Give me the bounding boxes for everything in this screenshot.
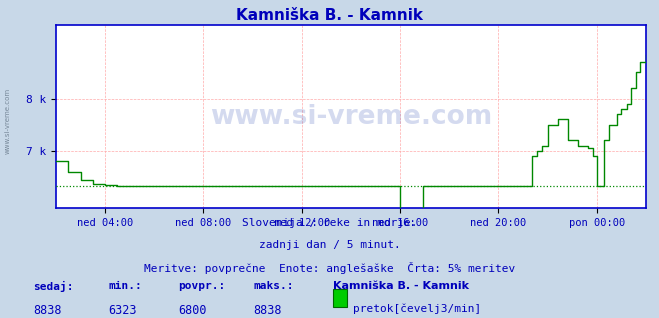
Text: zadnji dan / 5 minut.: zadnji dan / 5 minut. — [258, 240, 401, 250]
Text: sedaj:: sedaj: — [33, 281, 73, 293]
Text: maks.:: maks.: — [254, 281, 294, 291]
Text: www.si-vreme.com: www.si-vreme.com — [5, 88, 11, 154]
Text: 6323: 6323 — [109, 304, 137, 317]
Text: Kamniška B. - Kamnik: Kamniška B. - Kamnik — [333, 281, 469, 291]
Text: 8838: 8838 — [33, 304, 61, 317]
Text: 6800: 6800 — [178, 304, 206, 317]
Text: povpr.:: povpr.: — [178, 281, 225, 291]
Text: Kamniška B. - Kamnik: Kamniška B. - Kamnik — [236, 8, 423, 23]
Text: www.si-vreme.com: www.si-vreme.com — [210, 104, 492, 130]
Text: Meritve: povprečne  Enote: anglešaške  Črta: 5% meritev: Meritve: povprečne Enote: anglešaške Črt… — [144, 262, 515, 274]
Text: pretok[čevelj3/min]: pretok[čevelj3/min] — [353, 304, 481, 314]
Text: min.:: min.: — [109, 281, 142, 291]
Text: Slovenija / reke in morje.: Slovenija / reke in morje. — [242, 218, 417, 228]
Text: 8838: 8838 — [254, 304, 282, 317]
